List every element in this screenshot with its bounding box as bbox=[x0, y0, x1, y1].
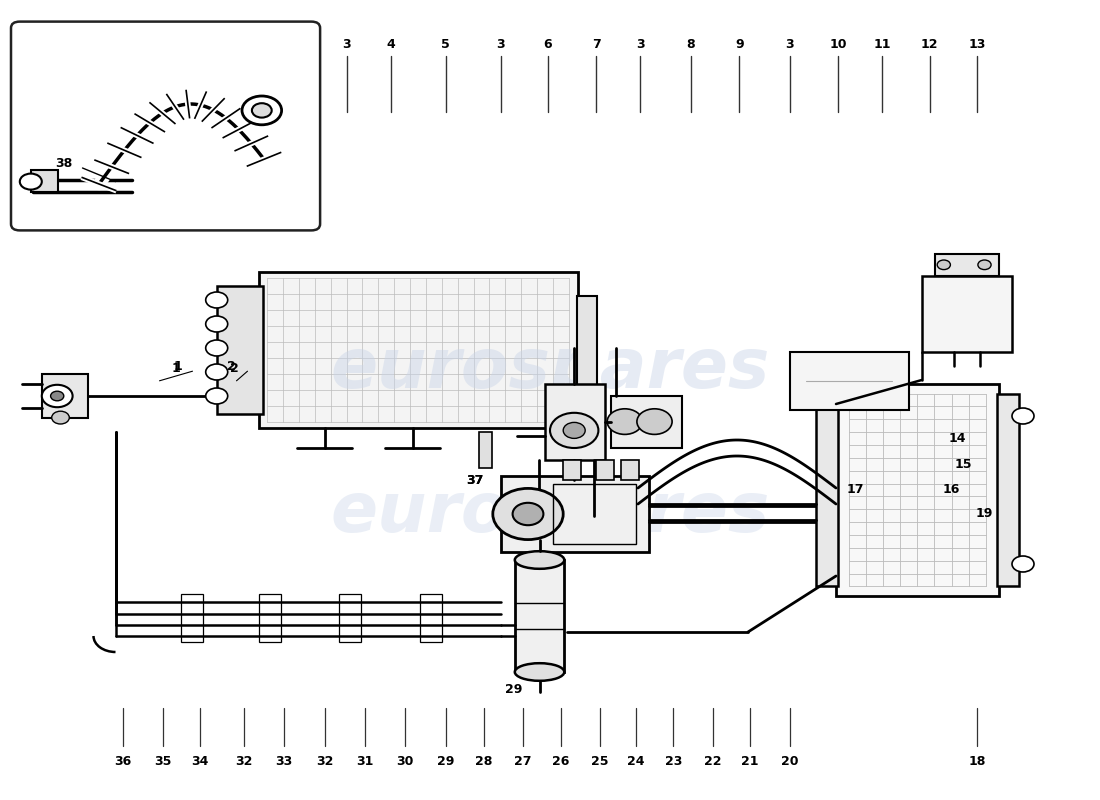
Circle shape bbox=[42, 385, 73, 407]
Text: 37: 37 bbox=[466, 474, 484, 486]
Bar bbox=[339, 594, 361, 642]
Bar bbox=[515, 560, 564, 672]
Text: 5: 5 bbox=[441, 38, 450, 50]
Bar bbox=[217, 286, 263, 414]
Bar bbox=[258, 272, 578, 428]
Text: 29: 29 bbox=[437, 755, 454, 768]
Text: eurospares: eurospares bbox=[330, 478, 770, 546]
Text: 34: 34 bbox=[191, 755, 209, 768]
Circle shape bbox=[20, 174, 42, 190]
Ellipse shape bbox=[515, 551, 564, 569]
Text: 3: 3 bbox=[636, 38, 645, 50]
Text: 27: 27 bbox=[514, 755, 531, 768]
Text: 30: 30 bbox=[396, 755, 414, 768]
Text: 3: 3 bbox=[785, 38, 794, 50]
Text: 28: 28 bbox=[475, 755, 493, 768]
Text: 38: 38 bbox=[55, 157, 73, 170]
Text: 21: 21 bbox=[741, 755, 759, 768]
Ellipse shape bbox=[515, 663, 564, 681]
Text: 25: 25 bbox=[591, 755, 608, 768]
Text: 18: 18 bbox=[968, 755, 986, 768]
Text: 12: 12 bbox=[921, 38, 938, 50]
Bar bbox=[500, 476, 649, 552]
Bar bbox=[816, 394, 838, 586]
Bar bbox=[790, 352, 909, 410]
Bar bbox=[836, 384, 999, 596]
Text: 16: 16 bbox=[943, 483, 960, 496]
Bar bbox=[478, 432, 492, 468]
Text: 17: 17 bbox=[847, 483, 865, 496]
Circle shape bbox=[1012, 556, 1034, 572]
Circle shape bbox=[52, 411, 69, 424]
Bar bbox=[935, 254, 999, 276]
Text: 1: 1 bbox=[174, 360, 183, 373]
Text: 32: 32 bbox=[235, 755, 253, 768]
Bar bbox=[42, 374, 88, 418]
Text: 22: 22 bbox=[704, 755, 722, 768]
Circle shape bbox=[563, 422, 585, 438]
FancyBboxPatch shape bbox=[11, 22, 320, 230]
Bar bbox=[578, 296, 597, 404]
Circle shape bbox=[637, 409, 672, 434]
Text: 3: 3 bbox=[342, 38, 351, 50]
Circle shape bbox=[550, 413, 598, 448]
Circle shape bbox=[493, 488, 563, 540]
Text: eurospares: eurospares bbox=[330, 334, 770, 402]
Text: 29: 29 bbox=[505, 683, 522, 696]
Circle shape bbox=[206, 340, 228, 356]
Bar bbox=[420, 594, 442, 642]
Text: 19: 19 bbox=[976, 507, 993, 520]
Circle shape bbox=[607, 409, 642, 434]
Text: 14: 14 bbox=[948, 432, 966, 445]
Circle shape bbox=[206, 388, 228, 404]
Circle shape bbox=[252, 103, 272, 118]
Text: 37: 37 bbox=[466, 474, 484, 486]
Bar bbox=[31, 170, 58, 192]
Circle shape bbox=[513, 502, 543, 525]
Text: 23: 23 bbox=[664, 755, 682, 768]
Bar bbox=[563, 460, 581, 480]
Text: 13: 13 bbox=[968, 38, 986, 50]
Text: 33: 33 bbox=[275, 755, 293, 768]
Bar bbox=[182, 594, 204, 642]
Circle shape bbox=[242, 96, 282, 125]
Text: 26: 26 bbox=[552, 755, 570, 768]
Text: 4: 4 bbox=[386, 38, 395, 50]
Text: 11: 11 bbox=[873, 38, 891, 50]
Text: 35: 35 bbox=[154, 755, 172, 768]
Text: 3: 3 bbox=[496, 38, 505, 50]
Circle shape bbox=[206, 316, 228, 332]
Text: 32: 32 bbox=[316, 755, 333, 768]
Bar bbox=[596, 460, 614, 480]
Bar bbox=[997, 394, 1019, 586]
Bar bbox=[544, 384, 605, 460]
Text: 6: 6 bbox=[543, 38, 552, 50]
Bar bbox=[621, 460, 639, 480]
Circle shape bbox=[206, 364, 228, 380]
Text: 10: 10 bbox=[829, 38, 847, 50]
Text: 9: 9 bbox=[735, 38, 744, 50]
Text: 20: 20 bbox=[781, 755, 799, 768]
Text: 15: 15 bbox=[955, 458, 972, 470]
Text: 2: 2 bbox=[230, 362, 239, 374]
Text: 2: 2 bbox=[227, 360, 235, 373]
Text: 24: 24 bbox=[627, 755, 645, 768]
Circle shape bbox=[937, 260, 950, 270]
Text: 36: 36 bbox=[114, 755, 132, 768]
Bar bbox=[258, 594, 280, 642]
Circle shape bbox=[978, 260, 991, 270]
Circle shape bbox=[51, 391, 64, 401]
Bar bbox=[922, 276, 1012, 352]
Text: 7: 7 bbox=[592, 38, 601, 50]
Circle shape bbox=[206, 292, 228, 308]
Bar bbox=[610, 396, 682, 448]
Bar bbox=[553, 484, 636, 544]
Text: 8: 8 bbox=[686, 38, 695, 50]
Text: 1: 1 bbox=[172, 362, 180, 374]
Text: 31: 31 bbox=[356, 755, 374, 768]
Circle shape bbox=[1012, 408, 1034, 424]
